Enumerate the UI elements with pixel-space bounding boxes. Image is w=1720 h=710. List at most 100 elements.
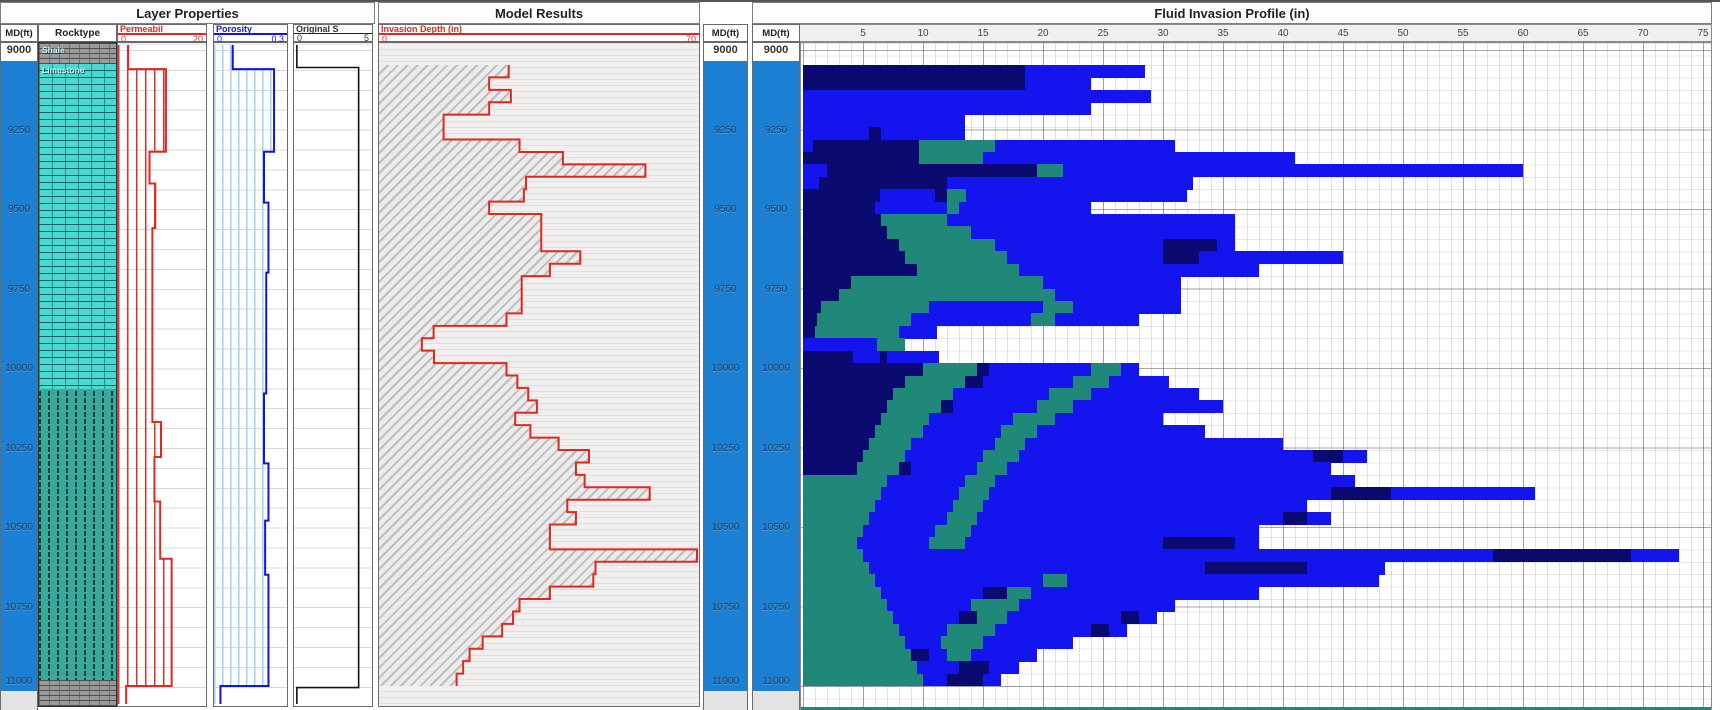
invasion-depth-track-body[interactable] — [378, 42, 700, 707]
permeability-track-name: Permeabil — [118, 25, 206, 35]
invasion-bar-segment — [983, 673, 1001, 687]
depth-label-10500: 10500 — [762, 522, 790, 533]
invasion-bar-segment — [911, 437, 995, 451]
original-s-track-body[interactable] — [293, 42, 373, 707]
invasion-bar-segment — [803, 487, 881, 501]
depth-label-10750: 10750 — [762, 601, 790, 613]
invasion-bar-segment — [947, 214, 1235, 227]
invasion-bar-segment — [803, 201, 875, 215]
invasion-bar-segment — [803, 400, 887, 414]
rocktype-header: Rocktype — [38, 24, 117, 42]
invasion-bar-segment — [1217, 238, 1235, 252]
depth-label-11000: 11000 — [5, 676, 33, 687]
curve-svg — [420, 65, 698, 686]
invasion-bar-segment — [1031, 313, 1055, 327]
invasion-bar-segment — [899, 462, 911, 476]
invasion-bar-segment — [929, 300, 1043, 314]
porosity-track-header[interactable]: Porosity 0 0.3 — [213, 24, 288, 44]
invasion-bar-segment — [995, 238, 1163, 252]
invasion-bar-segment — [917, 263, 1019, 277]
invasion-bar-segment — [803, 77, 1025, 91]
fluid-invasion-profile-title: Fluid Invasion Profile (in) — [752, 2, 1712, 24]
invasion-bar-segment — [875, 425, 923, 439]
invasion-bar-segment — [929, 412, 1013, 426]
invasion-depth-track-header[interactable]: Invasion Depth (in) 0 70 — [378, 24, 700, 44]
x-tick-5: 5 — [860, 28, 866, 39]
depth-track-profile[interactable]: 9000 9250 9500 9750 10000 10250 10500 10750 110… — [752, 42, 800, 710]
invasion-bar-segment — [869, 561, 1205, 575]
invasion-bar-segment — [989, 363, 1091, 376]
invasion-bar-segment — [803, 139, 813, 153]
invasion-bar-segment — [881, 487, 959, 501]
invasion-bar-segment — [1019, 450, 1313, 463]
invasion-bar-segment — [1055, 313, 1139, 327]
original-s-scale-max: 5 — [363, 33, 369, 43]
invasion-bar-segment — [803, 189, 880, 203]
depth-label-10500: 10500 — [711, 522, 740, 533]
invasion-bar-segment — [803, 450, 863, 463]
invasion-bar-segment — [1007, 586, 1031, 600]
invasion-bar-segment — [803, 661, 917, 675]
invasion-bar-segment — [863, 524, 935, 538]
invasion-bar-segment — [983, 586, 1007, 600]
permeability-track-header[interactable]: Permeabil 0 20 — [117, 24, 207, 44]
invasion-bar-segment — [989, 487, 1331, 501]
x-tick-75: 75 — [1697, 28, 1709, 39]
invasion-bar-segment — [803, 425, 875, 439]
invasion-bar-segment — [803, 549, 863, 563]
invasion-bar-segment — [1109, 623, 1127, 637]
depth-label-9000: 9000 — [763, 44, 789, 56]
original-s-track-header[interactable]: Original S 0 5 — [293, 24, 373, 43]
depth-label-9250: 9250 — [764, 124, 788, 136]
depth-track-left[interactable]: 9000 9250 9500 9750 10000 10250 10500 10750 110… — [0, 42, 38, 710]
x-tick-50: 50 — [1397, 28, 1409, 39]
invasion-bar-segment — [887, 226, 971, 240]
invasion-bar-segment — [923, 673, 947, 687]
invasion-bar-segment — [953, 499, 983, 513]
depth-label-9500: 9500 — [714, 204, 737, 215]
md-header-model: MD(ft) — [703, 24, 748, 42]
permeability-scale-max: 20 — [192, 34, 203, 44]
porosity-track-body[interactable] — [213, 42, 288, 707]
invasion-bar-segment — [803, 263, 917, 277]
invasion-bar-segment — [803, 636, 905, 650]
invasion-bar-segment — [812, 139, 920, 153]
rocktype-track-body[interactable]: Shale Limestone — [38, 42, 117, 707]
fluid-invasion-plot-area[interactable] — [800, 42, 1712, 710]
invasion-bar-segment — [911, 648, 929, 662]
invasion-bar-segment — [1163, 251, 1199, 265]
x-tick-30: 30 — [1157, 28, 1169, 39]
invasion-bar-segment — [965, 375, 983, 389]
depth-track-model[interactable]: 9000 9250 9500 9750 10000 10250 10500 10750 110… — [703, 42, 748, 710]
x-tick-35: 35 — [1217, 28, 1229, 39]
permeability-track-body[interactable] — [117, 42, 207, 707]
depth-label-9000: 9000 — [6, 44, 32, 56]
invasion-bar-segment — [1055, 288, 1181, 302]
invasion-bar-segment — [905, 450, 983, 463]
invasion-bar-segment — [1235, 536, 1259, 550]
rock-label: Shale — [42, 45, 65, 55]
invasion-bar-segment — [1025, 65, 1145, 78]
invasion-bar-segment — [905, 375, 965, 389]
invasion-bar-segment — [803, 474, 887, 488]
porosity-track-name: Porosity — [214, 25, 287, 35]
invasion-bar-segment — [803, 127, 869, 140]
invasion-bar-segment — [905, 636, 941, 650]
porosity-scale-max: 0.3 — [271, 34, 284, 44]
layer-properties-title: Layer Properties — [0, 2, 375, 24]
x-tick-45: 45 — [1337, 28, 1349, 39]
invasion-bar-segment — [935, 189, 947, 203]
invasion-bar-segment — [851, 276, 1043, 290]
invasion-bar-segment — [803, 586, 881, 600]
invasion-bar-segment — [879, 189, 935, 203]
invasion-bar-segment — [959, 201, 1091, 215]
invasion-bar-segment — [887, 599, 971, 612]
invasion-depth-track-name: Invasion Depth (in) — [379, 25, 699, 35]
invasion-bar-segment — [1037, 425, 1205, 439]
x-tick-25: 25 — [1097, 28, 1109, 39]
invasion-bar-segment — [803, 499, 875, 513]
invasion-bar-segment — [1121, 611, 1139, 625]
invasion-bar-segment — [815, 325, 899, 339]
invasion-bar-segment — [803, 214, 881, 227]
